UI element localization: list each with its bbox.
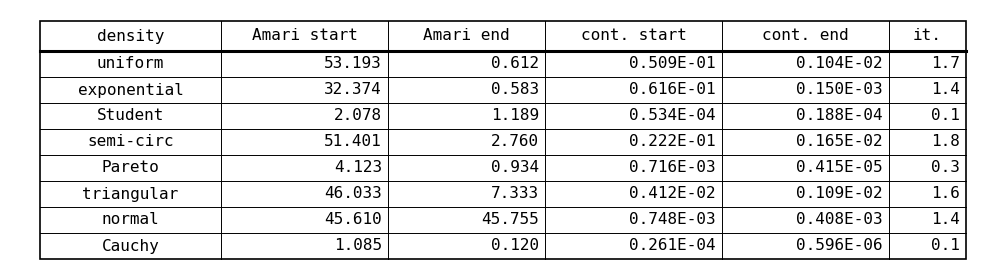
Text: 0.596E-06: 0.596E-06: [797, 239, 883, 253]
Text: 53.193: 53.193: [324, 57, 382, 71]
Text: semi-circ: semi-circ: [88, 134, 174, 150]
Text: 0.120: 0.120: [491, 239, 539, 253]
Text: 0.616E-01: 0.616E-01: [630, 83, 716, 97]
Text: Amari end: Amari end: [424, 29, 510, 43]
Text: cont. end: cont. end: [763, 29, 849, 43]
Text: 51.401: 51.401: [324, 134, 382, 150]
Text: 1.7: 1.7: [932, 57, 960, 71]
Text: Amari start: Amari start: [252, 29, 357, 43]
Text: 46.033: 46.033: [324, 186, 382, 202]
Text: 0.412E-02: 0.412E-02: [630, 186, 716, 202]
Text: 1.8: 1.8: [932, 134, 960, 150]
Text: 0.1: 0.1: [932, 109, 960, 123]
Text: 1.189: 1.189: [491, 109, 539, 123]
Text: exponential: exponential: [77, 83, 183, 97]
Text: 45.755: 45.755: [481, 213, 539, 227]
Text: 0.109E-02: 0.109E-02: [797, 186, 883, 202]
Text: Cauchy: Cauchy: [102, 239, 159, 253]
Text: normal: normal: [102, 213, 159, 227]
Text: 0.415E-05: 0.415E-05: [797, 160, 883, 176]
Text: 0.104E-02: 0.104E-02: [797, 57, 883, 71]
Text: 0.534E-04: 0.534E-04: [630, 109, 716, 123]
Text: cont. start: cont. start: [580, 29, 686, 43]
Text: 0.509E-01: 0.509E-01: [630, 57, 716, 71]
Text: 32.374: 32.374: [324, 83, 382, 97]
Text: 1.4: 1.4: [932, 213, 960, 227]
Text: 0.150E-03: 0.150E-03: [797, 83, 883, 97]
Text: 0.716E-03: 0.716E-03: [630, 160, 716, 176]
Bar: [40, 21, 966, 259]
Text: 2.760: 2.760: [491, 134, 539, 150]
Text: 0.612: 0.612: [491, 57, 539, 71]
Text: Student: Student: [97, 109, 164, 123]
Text: 2.078: 2.078: [334, 109, 382, 123]
Text: 0.408E-03: 0.408E-03: [797, 213, 883, 227]
Text: 4.123: 4.123: [334, 160, 382, 176]
Text: 0.165E-02: 0.165E-02: [797, 134, 883, 150]
Text: density: density: [97, 29, 164, 43]
Text: 1.085: 1.085: [334, 239, 382, 253]
Text: uniform: uniform: [97, 57, 164, 71]
Text: 7.333: 7.333: [491, 186, 539, 202]
Text: 0.222E-01: 0.222E-01: [630, 134, 716, 150]
Text: 0.748E-03: 0.748E-03: [630, 213, 716, 227]
Text: 0.934: 0.934: [491, 160, 539, 176]
Text: triangular: triangular: [82, 186, 179, 202]
Text: 0.3: 0.3: [932, 160, 960, 176]
Text: 1.6: 1.6: [932, 186, 960, 202]
Text: 0.583: 0.583: [491, 83, 539, 97]
Text: 45.610: 45.610: [324, 213, 382, 227]
Text: it.: it.: [913, 29, 942, 43]
Text: 0.188E-04: 0.188E-04: [797, 109, 883, 123]
Text: 1.4: 1.4: [932, 83, 960, 97]
Text: Pareto: Pareto: [102, 160, 159, 176]
Text: 0.1: 0.1: [932, 239, 960, 253]
Text: 0.261E-04: 0.261E-04: [630, 239, 716, 253]
